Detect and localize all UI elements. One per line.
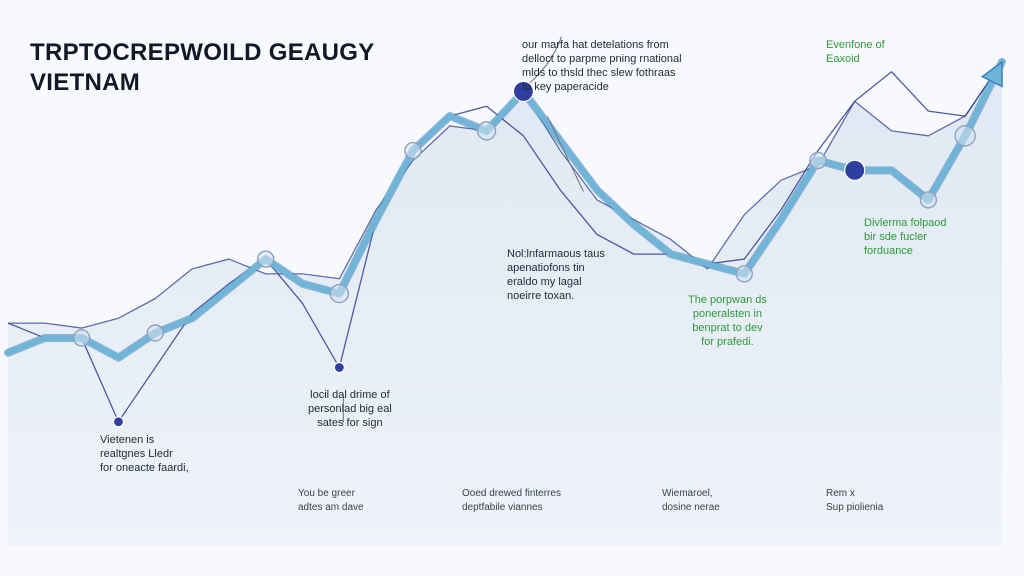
- data-point-marker-12: [512, 80, 535, 103]
- bottom-label-2: Ooed drewed finterres deptfabile viannes: [462, 488, 561, 513]
- annotation-mid-green: The porpwan ds poneralsten in benprat to…: [688, 294, 767, 348]
- annotation-connectors-layer: [342, 36, 584, 423]
- title-line-2: VIETNAM: [30, 69, 141, 96]
- annotation-right-green: Divlerma folpaod bir sde fucler forduanc…: [864, 217, 947, 257]
- data-point-marker-4: [404, 141, 422, 160]
- series-lines-layer: [4, 57, 1006, 423]
- title-line-1: TRPTOCREPWOILD GEAUGY: [30, 39, 375, 66]
- area-fill-layer: [8, 61, 1002, 546]
- series-line-main: [5, 59, 1005, 361]
- data-point-marker-10: [112, 416, 125, 428]
- annotation-bottom-left: Vietenen is realtgnes Lledr for oneacte …: [100, 434, 189, 474]
- data-point-marker-8: [919, 191, 938, 209]
- data-point-marker-0: [72, 329, 91, 347]
- annotation-top-center: our marfa hat detelations from delloct t…: [522, 39, 682, 93]
- data-point-marker-5: [476, 121, 497, 141]
- bottom-label-3: Wiemaroel, dosine nerae: [662, 488, 720, 513]
- annotation-mid-left: locil dal drime of personlad big eal sat…: [308, 389, 392, 429]
- series-line-lower-thin: [7, 61, 1003, 423]
- data-point-marker-1: [146, 324, 164, 342]
- connector-mid-center: [546, 116, 584, 192]
- area-fill: [8, 61, 1002, 546]
- data-point-marker-13: [844, 159, 866, 181]
- chart-title: TRPTOCREPWOILD GEAUGY VIETNAM: [30, 38, 375, 98]
- connector-top-center: [529, 36, 562, 84]
- data-point-marker-11: [333, 361, 345, 374]
- annotation-mid-center: Nol:lnfarmaous taus apenatiofons tin era…: [507, 248, 605, 302]
- data-point-marker-6: [735, 265, 753, 283]
- data-point-marker-9: [954, 125, 976, 147]
- annotation-top-right: Evenfone of Eaxoid: [826, 39, 885, 65]
- data-point-marker-7: [809, 151, 827, 170]
- data-point-marker-2: [257, 250, 275, 268]
- data-point-marker-3: [329, 283, 350, 304]
- bottom-label-4: Rem x Sup piolienia: [826, 488, 884, 513]
- bottom-label-1: You be greer adtes am dave: [298, 488, 364, 513]
- markers-layer: [72, 80, 976, 428]
- arrow-head-marker: [980, 60, 1003, 88]
